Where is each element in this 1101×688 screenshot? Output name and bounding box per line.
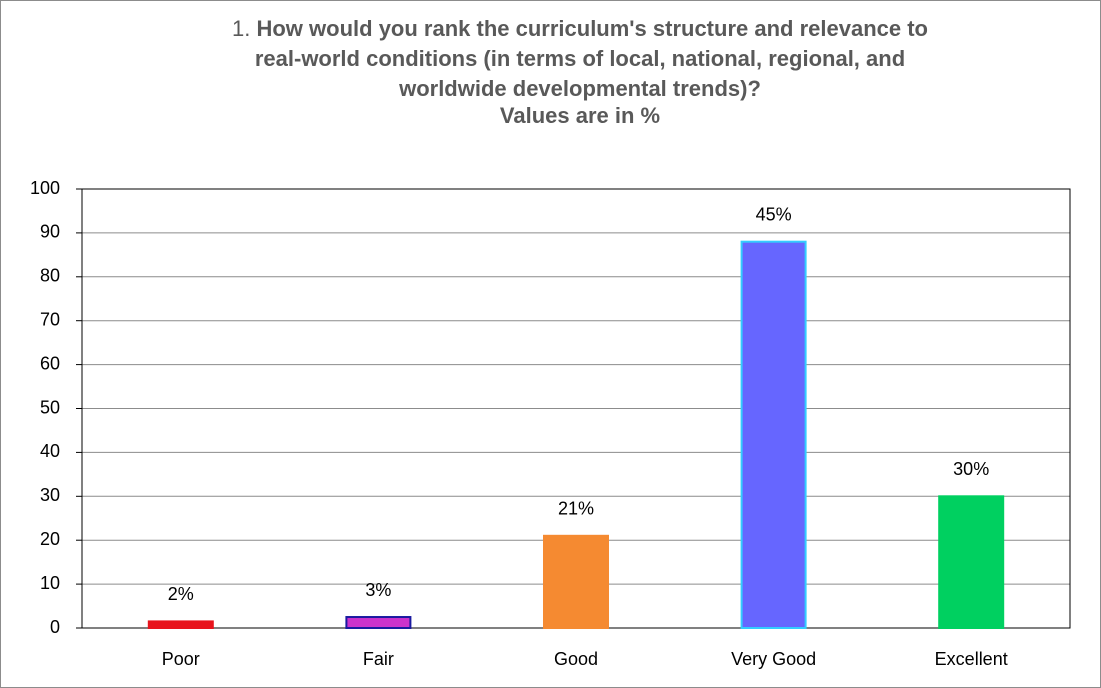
y-tick-label: 40 — [40, 441, 60, 461]
bar — [147, 620, 214, 629]
title-line: worldwide developmental trends)? — [398, 76, 761, 101]
y-tick-label: 10 — [40, 573, 60, 593]
y-tick-label: 80 — [40, 266, 60, 286]
data-label: 30% — [953, 459, 989, 479]
x-tick-label: Excellent — [935, 649, 1008, 669]
x-tick-label: Poor — [162, 649, 200, 669]
title-line: real-world conditions (in terms of local… — [255, 46, 905, 71]
chart-subtitle: Values are in % — [500, 103, 660, 128]
chart-title: real-world conditions (in terms of local… — [255, 46, 905, 71]
y-tick-label: 50 — [40, 397, 60, 417]
chart-title: worldwide developmental trends)? — [398, 76, 761, 101]
y-tick-label: 90 — [40, 222, 60, 242]
bar — [345, 616, 412, 630]
bar — [938, 495, 1005, 629]
x-tick-label: Good — [554, 649, 598, 669]
y-tick-label: 70 — [40, 309, 60, 329]
title-number: 1. — [232, 16, 250, 41]
x-tick-label: Very Good — [731, 649, 816, 669]
chart-title: 1. How would you rank the curriculum's s… — [232, 16, 928, 41]
bar — [543, 534, 609, 629]
y-tick-label: 0 — [50, 617, 60, 637]
data-label: 2% — [168, 584, 194, 604]
data-label: 3% — [365, 580, 391, 600]
y-tick-label: 30 — [40, 485, 60, 505]
bar — [740, 240, 807, 629]
title-line: How would you rank the curriculum's stru… — [256, 16, 928, 41]
y-tick-label: 60 — [40, 353, 60, 373]
y-tick-label: 20 — [40, 529, 60, 549]
data-label: 21% — [558, 499, 594, 519]
x-tick-label: Fair — [363, 649, 394, 669]
data-label: 45% — [756, 204, 792, 224]
y-tick-label: 100 — [30, 178, 60, 198]
